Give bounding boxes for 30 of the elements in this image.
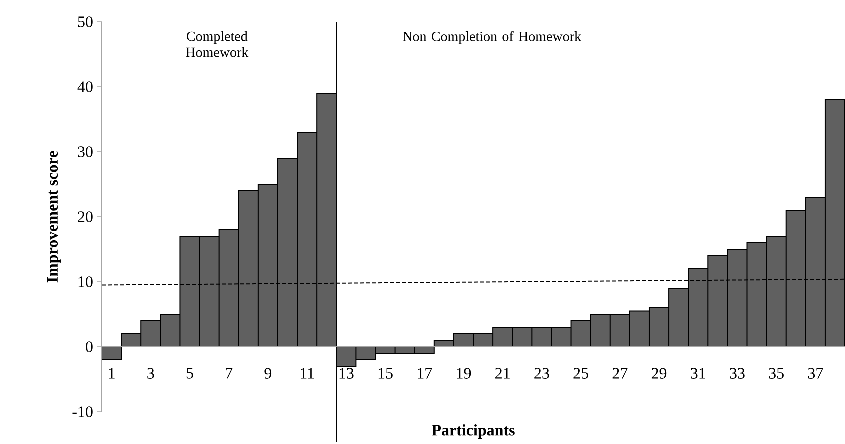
x-tick-label: 1 (109, 368, 115, 379)
y-tick-label: 0 (86, 342, 93, 352)
x-tick-label: 33 (730, 368, 745, 379)
x-tick-label: 35 (769, 368, 784, 379)
annotation: Non Completion of Homework (403, 31, 582, 44)
x-tick-label: 37 (808, 368, 824, 379)
x-axis-title: Participants (432, 424, 515, 440)
x-tick-label: 19 (457, 368, 472, 379)
y-tick-label: 30 (78, 146, 93, 158)
x-tick-label: 11 (301, 368, 314, 379)
x-tick-label: 27 (612, 368, 628, 379)
x-tick-label: 5 (186, 368, 194, 379)
x-tick-label: 3 (148, 368, 154, 379)
x-tick-label: 21 (496, 368, 510, 379)
y-tick-label: 20 (78, 212, 93, 222)
y-tick-label: 40 (78, 82, 93, 92)
annotation: Completed Homework (186, 31, 249, 58)
x-tick-label: 15 (378, 368, 393, 379)
x-tick-label: 9 (264, 368, 272, 379)
y-tick-label: -10 (72, 406, 93, 418)
x-tick-label: 7 (226, 368, 233, 379)
y-tick-label: 10 (78, 276, 93, 288)
x-tick-label: 13 (340, 368, 354, 379)
x-tick-label: 23 (534, 368, 550, 379)
x-tick-label: 25 (574, 368, 588, 379)
y-tick-label: 50 (78, 16, 93, 28)
x-tick-label: 17 (418, 368, 432, 379)
y-axis-title: Improvement score (47, 151, 62, 283)
x-tick-label: 31 (691, 368, 706, 379)
x-tick-label: 29 (652, 368, 667, 379)
